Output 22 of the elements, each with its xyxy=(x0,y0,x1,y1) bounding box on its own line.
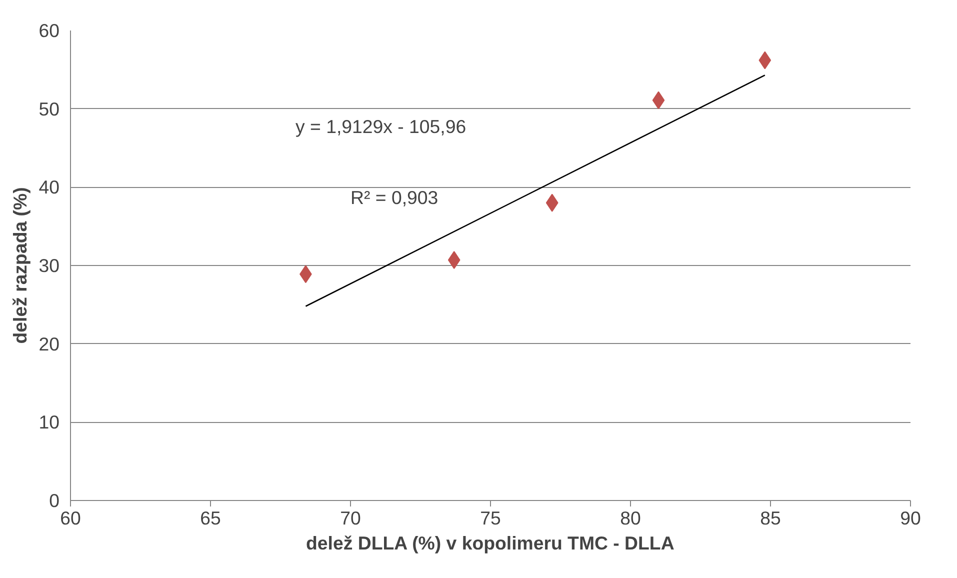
y-tick-label: 50 xyxy=(38,98,60,120)
y-tick-label: 0 xyxy=(49,490,60,511)
annotation: R² = 0,903 xyxy=(350,187,438,208)
y-axis-title: delež razpada (%) xyxy=(10,187,31,344)
annotation: y = 1,9129x - 105,96 xyxy=(296,116,466,137)
x-tick-label: 80 xyxy=(620,508,641,528)
y-tick-label: 20 xyxy=(38,333,60,354)
y-tick-label: 30 xyxy=(38,255,60,276)
x-tick-label: 70 xyxy=(340,508,361,528)
point xyxy=(758,51,772,70)
x-tick-label: 85 xyxy=(760,508,781,528)
y-tick-label: 60 xyxy=(38,20,60,41)
point xyxy=(448,251,460,270)
x-tick-label: 60 xyxy=(60,508,81,528)
point xyxy=(652,91,665,110)
x-tick-label: 65 xyxy=(200,508,221,528)
x-axis-title: delež DLLA (%) v kopolimeru TMC - DLLA xyxy=(306,532,674,554)
y-tick-label: 10 xyxy=(38,412,60,433)
y-tick-label: 40 xyxy=(38,176,60,198)
x-tick-label: 90 xyxy=(900,508,921,528)
point xyxy=(546,194,558,212)
x-tick-label: 75 xyxy=(480,508,501,528)
